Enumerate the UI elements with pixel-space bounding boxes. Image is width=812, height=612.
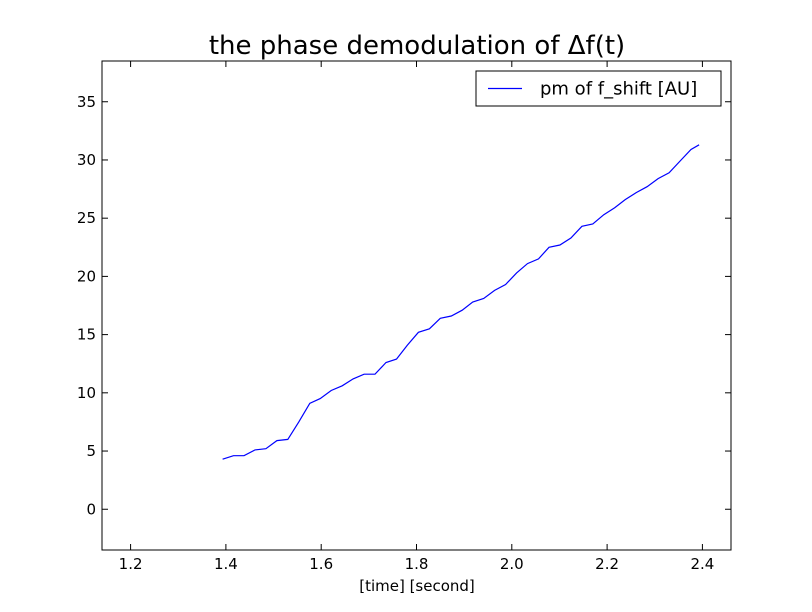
y-tick-label: 15 [77,326,96,344]
legend-label: pm of f_shift [AU] [540,79,697,100]
x-tick-label: 1.6 [309,555,333,573]
y-tick-label: 35 [77,93,96,111]
plot-frame [101,60,732,551]
chart-title: the phase demodulation of Δf(t) [209,31,625,61]
y-tick-label: 25 [77,209,96,227]
plot-area: 1.2 1.4 1.6 1.8 2.0 2.2 2.4 0 5 10 15 20 25 30 35 pm of… [77,60,732,573]
x-tick-label: 1.4 [214,555,238,573]
y-tick-label: 30 [77,151,96,169]
y-tick-label: 10 [77,384,96,402]
y-tick-label: 5 [86,442,96,460]
y-tick-label: 20 [77,267,96,285]
x-tick-label: 1.2 [119,555,143,573]
x-tick-label: 2.4 [690,555,714,573]
x-tick-label: 1.8 [405,555,429,573]
x-tick-label: 2.0 [500,555,524,573]
x-axis-title: [time] [second] [359,577,475,595]
series-line-0 [222,144,700,460]
y-tick-label: 0 [86,500,96,518]
x-tick-label: 2.2 [595,555,619,573]
